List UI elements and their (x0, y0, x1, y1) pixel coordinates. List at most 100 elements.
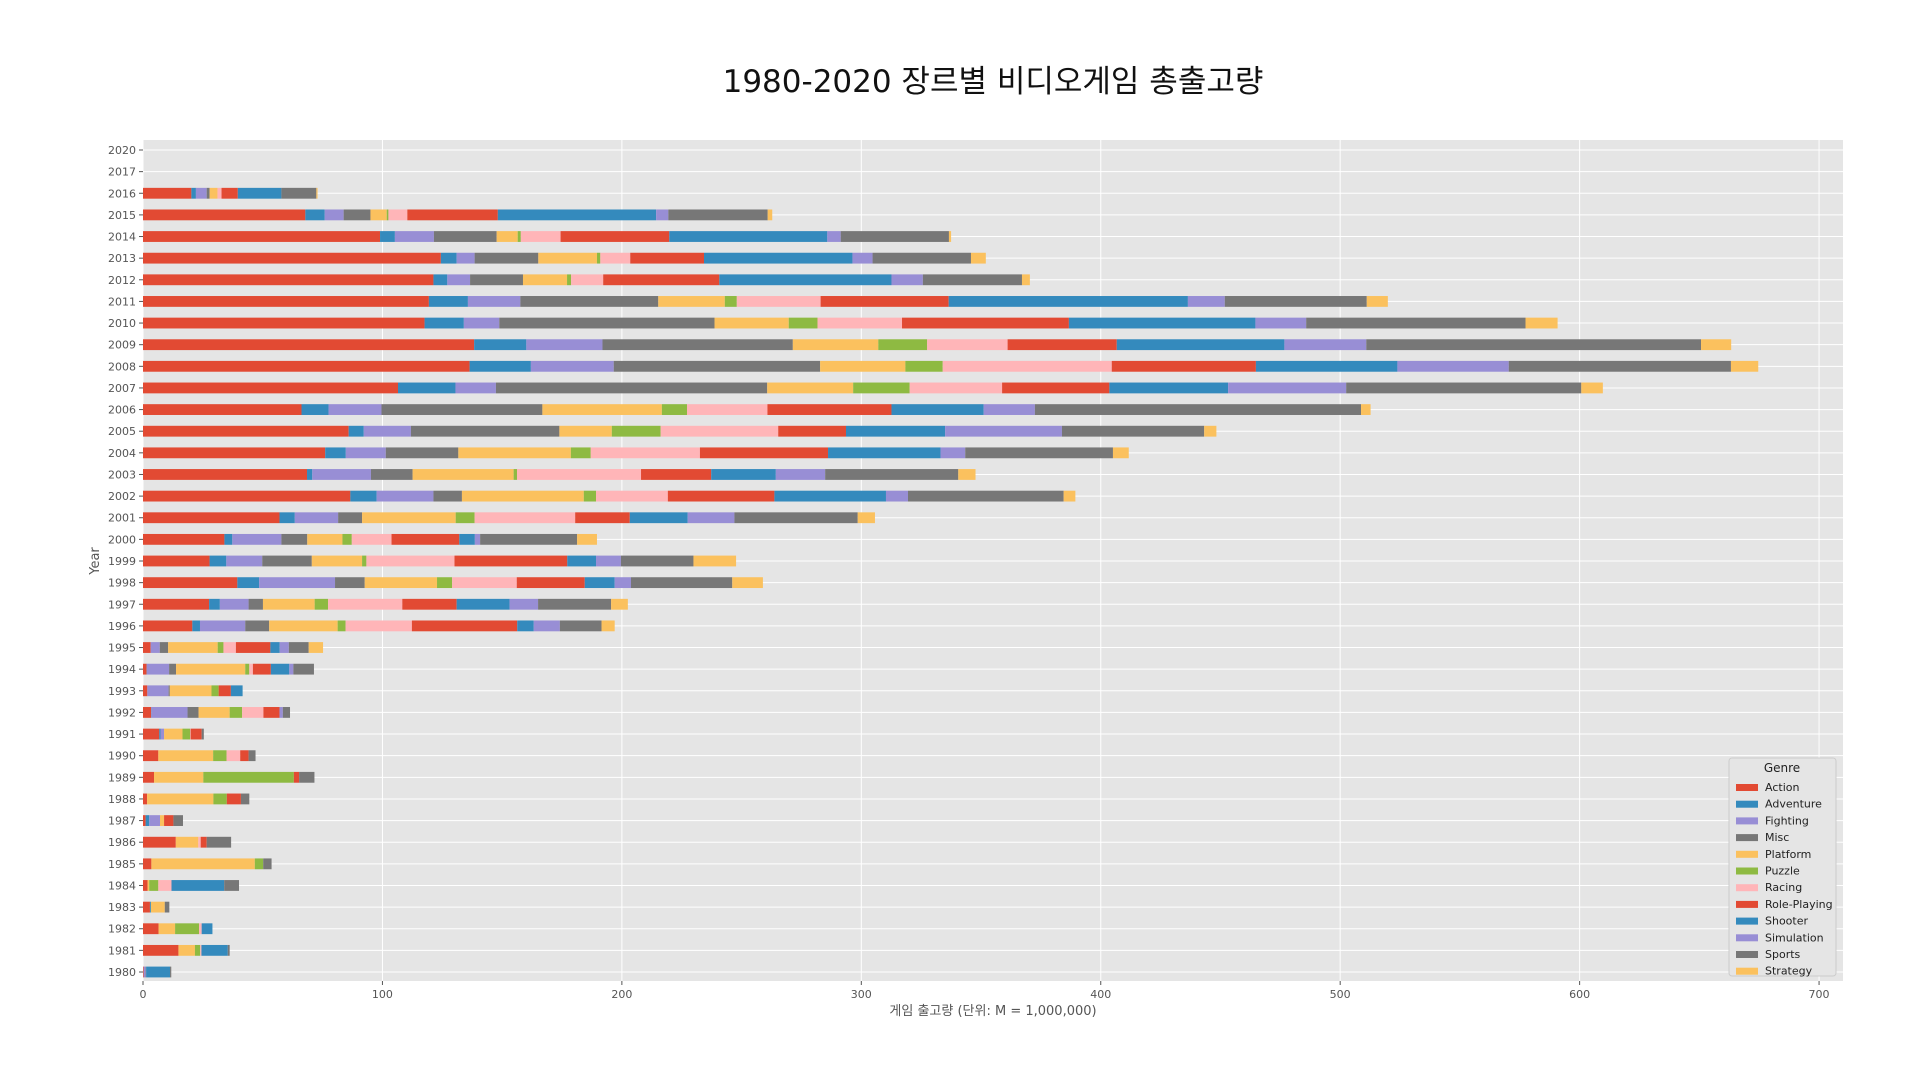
bar-segment (475, 512, 576, 523)
bar-segment (370, 209, 386, 220)
bar-segment (143, 750, 158, 761)
legend-swatch (1736, 884, 1758, 891)
bar-segment (149, 880, 158, 891)
bar-segment (571, 447, 591, 458)
bar-segment (219, 685, 231, 696)
bar-segment (249, 750, 256, 761)
legend-swatch (1736, 968, 1758, 975)
y-tick-label: 2003 (108, 468, 136, 481)
bar-segment (429, 296, 468, 307)
bar-segment (159, 729, 160, 740)
bar-segment (143, 815, 146, 826)
bar-segment (1022, 274, 1030, 285)
bar-segment (407, 209, 498, 220)
y-tick-label: 1994 (108, 663, 136, 676)
bar-segment (386, 447, 459, 458)
y-axis: 1980198119821983198419851986198719881989… (108, 144, 143, 979)
legend-swatch (1736, 934, 1758, 941)
y-tick-label: 1982 (108, 923, 136, 936)
bar-segment (852, 253, 872, 264)
bar-segment (433, 274, 447, 285)
bar-segment (143, 923, 159, 934)
bar-segment (299, 772, 314, 783)
y-axis-label: Year (88, 547, 103, 576)
legend-label: Fighting (1765, 814, 1809, 827)
legend-label: Adventure (1765, 798, 1822, 811)
bar-segment (687, 404, 767, 415)
bar-segment (531, 361, 614, 372)
bar-segment (820, 361, 905, 372)
bar-segment (596, 491, 668, 502)
bar-segment (542, 404, 661, 415)
y-tick-label: 1989 (108, 771, 136, 784)
bar-segment (631, 577, 732, 588)
bar-segment (213, 794, 226, 805)
bar-segment (365, 577, 437, 588)
bar-segment (151, 642, 160, 653)
bar-segment (169, 664, 176, 675)
bar-segment (1204, 426, 1216, 437)
bar-segment (143, 318, 425, 329)
bar-segment (767, 404, 891, 415)
bar-segment (1731, 361, 1758, 372)
bar-segment (534, 620, 560, 631)
bar-segment (1002, 383, 1109, 394)
y-tick-label: 1992 (108, 706, 136, 719)
bar-segment (774, 491, 886, 502)
y-tick-label: 1999 (108, 555, 136, 568)
bar-segment (457, 253, 475, 264)
x-tick-label: 600 (1569, 988, 1590, 1001)
bar-segment (245, 664, 249, 675)
bar-segment (164, 729, 182, 740)
bar-segment (312, 556, 362, 567)
bar-segment (227, 750, 241, 761)
y-tick-label: 2010 (108, 317, 136, 330)
bar-segment (567, 274, 571, 285)
bar-segment (245, 620, 269, 631)
bar-segment (279, 707, 282, 718)
bar-segment (191, 188, 196, 199)
bar-segment (630, 253, 704, 264)
bar-segment (789, 318, 818, 329)
bar-segment (143, 404, 302, 415)
bar-segment (150, 902, 151, 913)
bar-segment (143, 620, 192, 631)
y-tick-label: 1984 (108, 879, 136, 892)
bar-segment (1509, 361, 1731, 372)
bar-segment (455, 556, 568, 567)
bar-segment (143, 339, 474, 350)
bar-segment (217, 188, 221, 199)
bar-segment (603, 274, 719, 285)
bar-segment (143, 274, 433, 285)
bar-segment (236, 642, 270, 653)
bar-segment (499, 318, 714, 329)
bar-segment (793, 339, 878, 350)
bar-segment (200, 945, 201, 956)
bar-segment (199, 923, 202, 934)
y-tick-label: 1990 (108, 750, 136, 763)
legend-label: Racing (1765, 881, 1802, 894)
bar-segment (1008, 339, 1117, 350)
bar-segment (325, 447, 346, 458)
bar-segment (209, 599, 220, 610)
bar-segment (668, 209, 767, 220)
bar-segment (518, 231, 521, 242)
bar-segment (289, 664, 293, 675)
bar-segment (295, 512, 338, 523)
bar-segment (597, 253, 600, 264)
y-tick-label: 1981 (108, 944, 136, 957)
bar-segment (176, 837, 199, 848)
bar-segment (143, 534, 224, 545)
bar-segment (441, 253, 457, 264)
y-tick-label: 1997 (108, 598, 136, 611)
bar-segment (231, 685, 243, 696)
legend-label: Misc (1765, 831, 1789, 844)
bar-segment (778, 426, 846, 437)
bar-segment (470, 361, 531, 372)
bar-segment (349, 426, 364, 437)
bar-segment (171, 880, 224, 891)
bar-segment (143, 447, 325, 458)
bar-segment (561, 231, 670, 242)
